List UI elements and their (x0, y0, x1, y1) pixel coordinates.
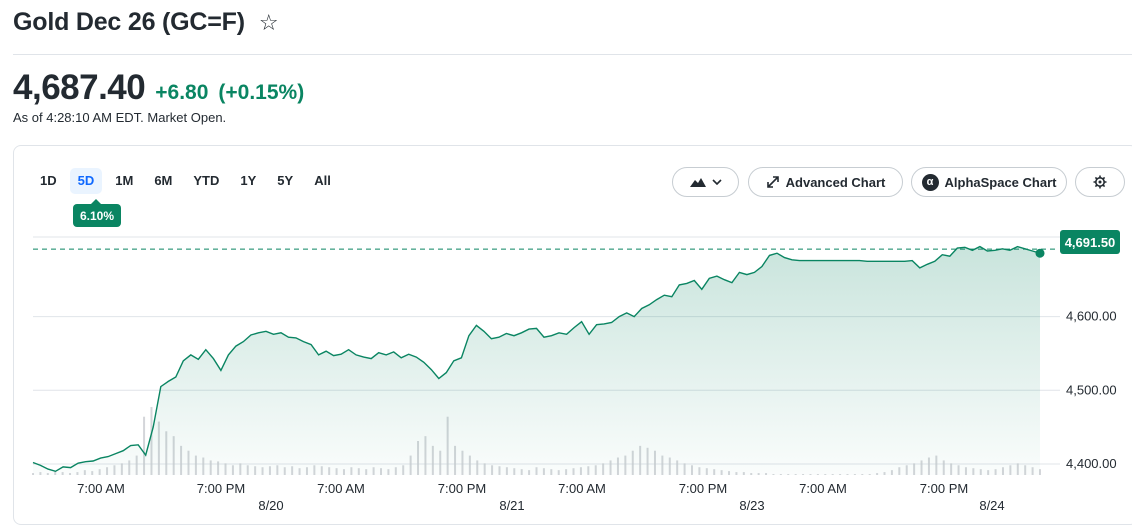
advanced-chart-label: Advanced Chart (785, 174, 886, 190)
page-title: Gold Dec 26 (GC=F) (13, 8, 245, 36)
range-1d[interactable]: 1D (40, 173, 57, 188)
x-time-label: 7:00 PM (438, 481, 486, 496)
mountain-chart-icon (689, 178, 706, 187)
range-1m[interactable]: 1M (115, 173, 134, 188)
x-date-label: 8/24 (979, 498, 1004, 513)
x-time-label: 7:00 PM (679, 481, 727, 496)
x-time-label: 7:00 AM (558, 481, 606, 496)
price-area (33, 246, 1040, 475)
star-icon[interactable]: ☆ (258, 9, 279, 35)
range-5y[interactable]: 5Y (277, 173, 294, 188)
chart-type-button[interactable] (672, 167, 739, 197)
x-time-label: 7:00 PM (197, 481, 245, 496)
range-6m[interactable]: 6M (154, 173, 173, 188)
price-change: +6.80 (155, 81, 209, 104)
last-price-badge: 4,691.50 (1060, 230, 1120, 254)
alpha-logo-icon: α (921, 173, 939, 191)
chevron-down-icon (711, 179, 722, 185)
x-date-label: 8/21 (499, 498, 524, 513)
y-tick-label: 4,400.00 (1066, 456, 1117, 471)
y-tick-label: 4,500.00 (1066, 382, 1117, 397)
x-date-label: 8/20 (258, 498, 283, 513)
current-price: 4,687.40 (13, 68, 146, 107)
x-date-label: 8/23 (739, 498, 764, 513)
advanced-chart-button[interactable]: Advanced Chart (748, 167, 903, 197)
range-change-badge: 6.10% (73, 199, 121, 227)
range-5d[interactable]: 5D (69, 168, 103, 194)
market-status: As of 4:28:10 AM EDT. Market Open. (13, 110, 227, 125)
x-time-label: 7:00 AM (317, 481, 365, 496)
chart-settings-button[interactable] (1075, 167, 1125, 197)
volume-bar (143, 416, 146, 475)
y-tick-label: 4,600.00 (1066, 309, 1117, 324)
alphaspace-chart-button[interactable]: α AlphaSpace Chart (911, 167, 1067, 197)
x-time-label: 7:00 AM (799, 481, 847, 496)
x-time-label: 7:00 AM (77, 481, 125, 496)
last-price-dot (1035, 248, 1045, 258)
x-time-label: 7:00 PM (920, 481, 968, 496)
expand-arrows-icon (766, 176, 779, 188)
price-change-percent: (+0.15%) (218, 81, 305, 104)
header-divider (13, 54, 1132, 55)
alphaspace-chart-label: AlphaSpace Chart (944, 174, 1057, 190)
range-selector: 1D 5D 1M 6M YTD 1Y 5Y All (32, 168, 344, 194)
range-ytd[interactable]: YTD (193, 173, 220, 188)
range-all[interactable]: All (314, 173, 331, 188)
range-1y[interactable]: 1Y (240, 173, 257, 188)
gear-icon (1093, 175, 1107, 189)
price-line (32, 245, 1041, 473)
